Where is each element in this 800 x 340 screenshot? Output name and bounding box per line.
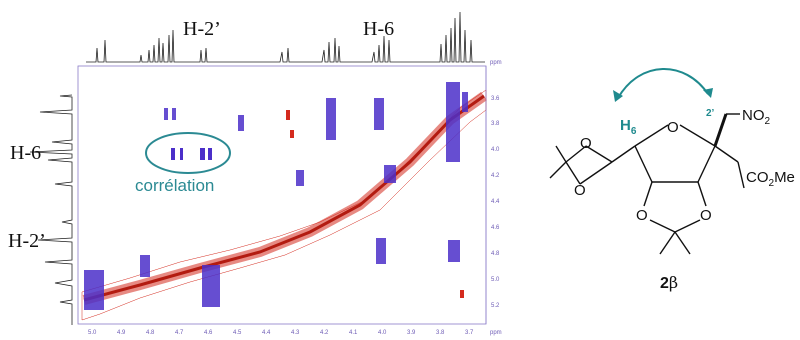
y-tick: 5.2 bbox=[491, 303, 500, 309]
top-projection bbox=[86, 11, 485, 63]
x-tick: 4.9 bbox=[117, 330, 126, 336]
left-label-h2p: H-2’ bbox=[8, 230, 46, 252]
x-tick: 4.0 bbox=[378, 330, 387, 336]
left-projection bbox=[29, 94, 73, 325]
y-tick: 3.8 bbox=[491, 121, 500, 127]
top-label-h6: H-6 bbox=[363, 18, 395, 40]
dioxolane-o1: O bbox=[580, 135, 592, 152]
compound-label: 2β bbox=[660, 273, 678, 292]
y-tick: 4.8 bbox=[491, 251, 500, 257]
x-tick: 4.6 bbox=[204, 330, 213, 336]
ester-chain bbox=[714, 145, 745, 189]
ppm-unit-right: ppm bbox=[490, 60, 502, 66]
noesy-spectrum: 3.6 3.8 4.0 4.2 4.4 4.6 4.8 5.0 5.2 ppm … bbox=[29, 11, 502, 336]
cross-peaks-blue bbox=[84, 82, 468, 310]
dioxolane-left bbox=[549, 145, 636, 185]
y-tick: 4.4 bbox=[491, 199, 500, 205]
left-label-h6: H-6 bbox=[10, 142, 42, 164]
y-tick: 3.6 bbox=[491, 96, 500, 102]
noe-arrowhead-left bbox=[613, 90, 623, 102]
diagonal-band bbox=[81, 89, 487, 321]
ester-label: CO2Me bbox=[746, 169, 795, 189]
correlation-label: corrélation bbox=[135, 176, 215, 195]
ring-bonds bbox=[634, 124, 716, 183]
correlation-ellipse bbox=[145, 132, 231, 174]
molecule-structure: O H6 O O 2’ NO2 CO2Me O O 2β bbox=[549, 68, 795, 292]
x-tick: 4.4 bbox=[262, 330, 271, 336]
y-tick: 5.0 bbox=[491, 277, 500, 283]
dioxolane-o2: O bbox=[574, 182, 586, 199]
x-tick-labels: 5.0 4.9 4.8 4.7 4.6 4.5 4.4 4.3 4.2 4.1 … bbox=[88, 330, 474, 336]
y-tick: 4.2 bbox=[491, 173, 500, 179]
x-tick: 3.9 bbox=[407, 330, 416, 336]
y-tick: 4.6 bbox=[491, 225, 500, 231]
correlation-peaks bbox=[171, 110, 464, 298]
ppm-unit-bottom: ppm bbox=[490, 330, 502, 336]
noe-arrow bbox=[617, 68, 709, 99]
x-tick: 3.7 bbox=[465, 330, 474, 336]
top-label-h2p: H-2’ bbox=[183, 18, 221, 40]
x-tick: 5.0 bbox=[88, 330, 97, 336]
x-tick: 4.3 bbox=[291, 330, 300, 336]
x-tick: 4.2 bbox=[320, 330, 329, 336]
acetonide-o2: O bbox=[700, 207, 712, 224]
y-tick-labels: 3.6 3.8 4.0 4.2 4.4 4.6 4.8 5.0 5.2 bbox=[491, 96, 500, 309]
noe-arrowhead-right bbox=[703, 88, 713, 98]
x-tick: 4.1 bbox=[349, 330, 358, 336]
h6-label: H6 bbox=[620, 117, 637, 137]
c2-label: 2’ bbox=[706, 108, 715, 119]
no2-label: NO2 bbox=[742, 107, 771, 127]
acetonide-o1: O bbox=[636, 207, 648, 224]
x-tick: 4.8 bbox=[146, 330, 155, 336]
ring-oxygen: O bbox=[667, 119, 679, 136]
acetonide-bottom bbox=[643, 181, 707, 255]
x-tick: 4.5 bbox=[233, 330, 242, 336]
x-tick: 3.8 bbox=[436, 330, 445, 336]
y-tick: 4.0 bbox=[491, 147, 500, 153]
x-tick: 4.7 bbox=[175, 330, 184, 336]
